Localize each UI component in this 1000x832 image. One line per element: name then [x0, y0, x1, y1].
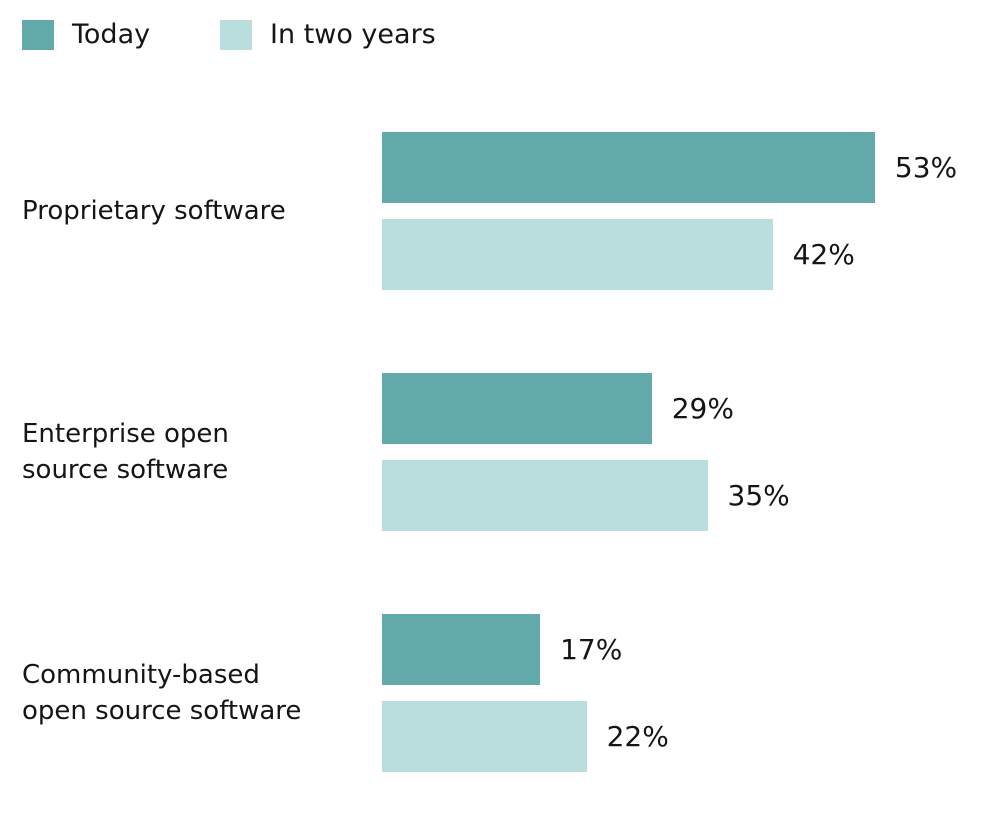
category-label: Proprietary software [22, 196, 286, 226]
bar [382, 460, 708, 531]
legend-text: Today [72, 19, 151, 50]
legend-swatch [220, 20, 252, 50]
value-label: 42% [792, 238, 855, 271]
value-label: 22% [606, 720, 669, 753]
legend-text: In two years [270, 19, 436, 50]
bar [382, 132, 875, 203]
category-label: Enterprise open source software [22, 419, 229, 485]
bar [382, 219, 773, 290]
bar [382, 701, 587, 772]
value-label: 17% [560, 633, 623, 666]
legend-swatch [22, 20, 54, 50]
value-label: 53% [894, 151, 958, 184]
value-label: 35% [727, 479, 790, 512]
bar [382, 373, 652, 444]
category-label: Community-based open source software [22, 660, 302, 726]
bar [382, 614, 541, 685]
value-label: 29% [671, 392, 734, 425]
